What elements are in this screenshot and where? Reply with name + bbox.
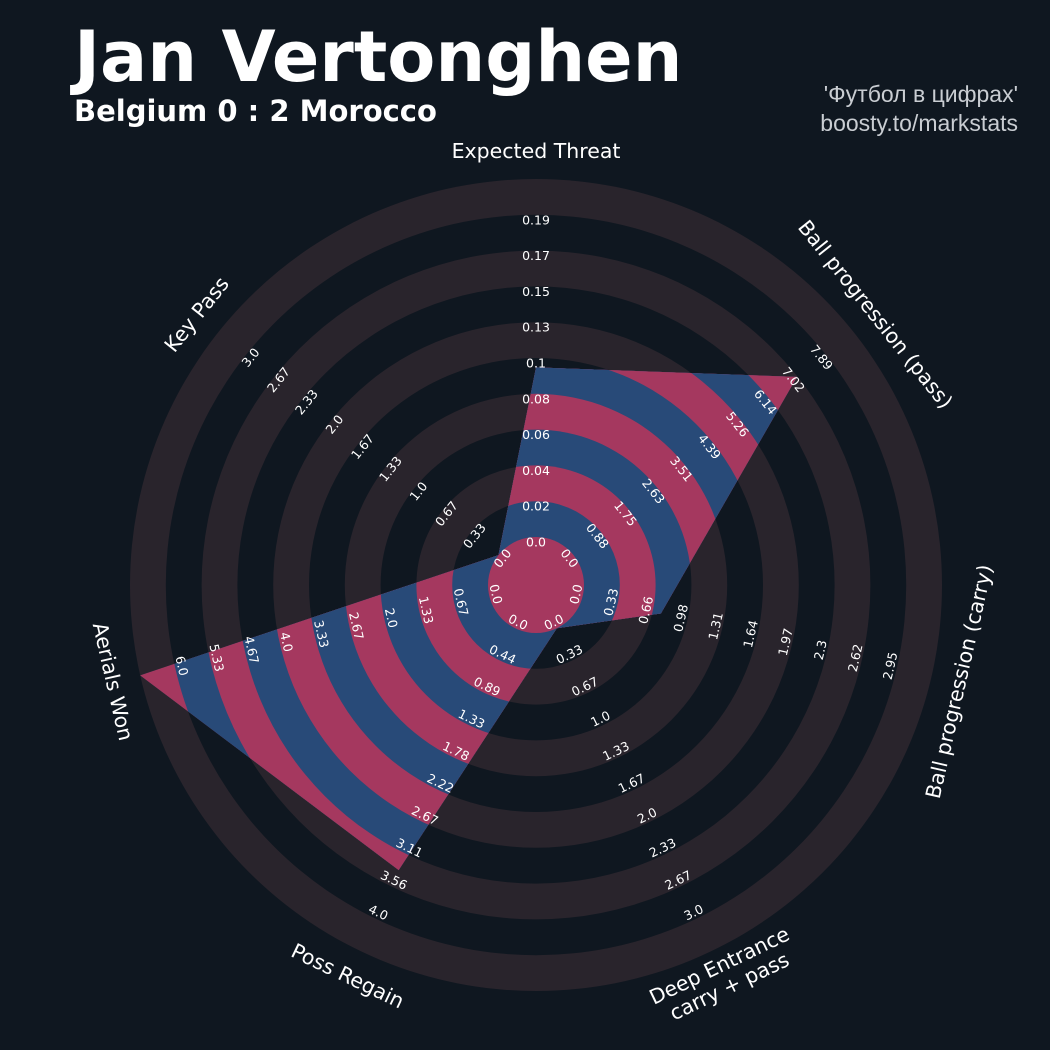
tick-label: 2.3 [811,639,830,662]
tick-label: 1.97 [775,627,796,657]
tick-label: 6.0 [172,654,191,677]
tick-label: 0.19 [522,212,550,227]
tick-label: 0.04 [522,463,550,478]
tick-label: 0.15 [522,284,550,299]
credit-line-2: boosty.to/markstats [820,110,1018,136]
tick-label: 1.64 [740,619,761,650]
tick-label: 4.0 [277,631,296,654]
tick-label: 0.0 [487,583,506,606]
tick-label: 0.33 [600,587,621,617]
tick-label: 4.67 [241,635,262,665]
tick-label: 0.13 [522,320,550,335]
player-name-title: Jan Vertonghen [74,16,683,98]
tick-label: 3.33 [311,619,332,649]
tick-label: 0.0 [526,535,546,550]
tick-label: 0.0 [566,583,585,606]
tick-label: 2.62 [845,643,866,673]
tick-label: 2.0 [382,607,401,630]
value-stripe [488,537,584,633]
tick-label: 2.67 [346,611,367,641]
tick-label: 0.98 [670,603,691,634]
tick-label: 0.08 [522,391,550,406]
tick-label: 2.95 [880,651,901,681]
tick-label: 0.17 [522,248,550,263]
credit-line-1: 'Футбол в цифрах' [823,81,1018,107]
tick-label: 5.33 [206,643,227,673]
tick-label: 1.33 [416,595,437,625]
param-label-line: Aerials Won [88,620,138,743]
tick-label: 0.02 [522,499,550,514]
tick-label: 0.67 [451,587,472,617]
tick-label: 0.06 [522,427,550,442]
param-label: Expected Threat [452,139,621,163]
tick-label: 0.66 [635,595,656,626]
match-subtitle: Belgium 0 : 2 Morocco [74,94,437,128]
tick-label: 1.31 [705,611,726,641]
tick-label: 0.1 [526,356,546,371]
credit-block: 'Футбол в цифрах' boosty.to/markstats [820,80,1018,138]
param-label: Aerials Won [88,620,138,743]
param-label-line: Expected Threat [452,139,621,163]
